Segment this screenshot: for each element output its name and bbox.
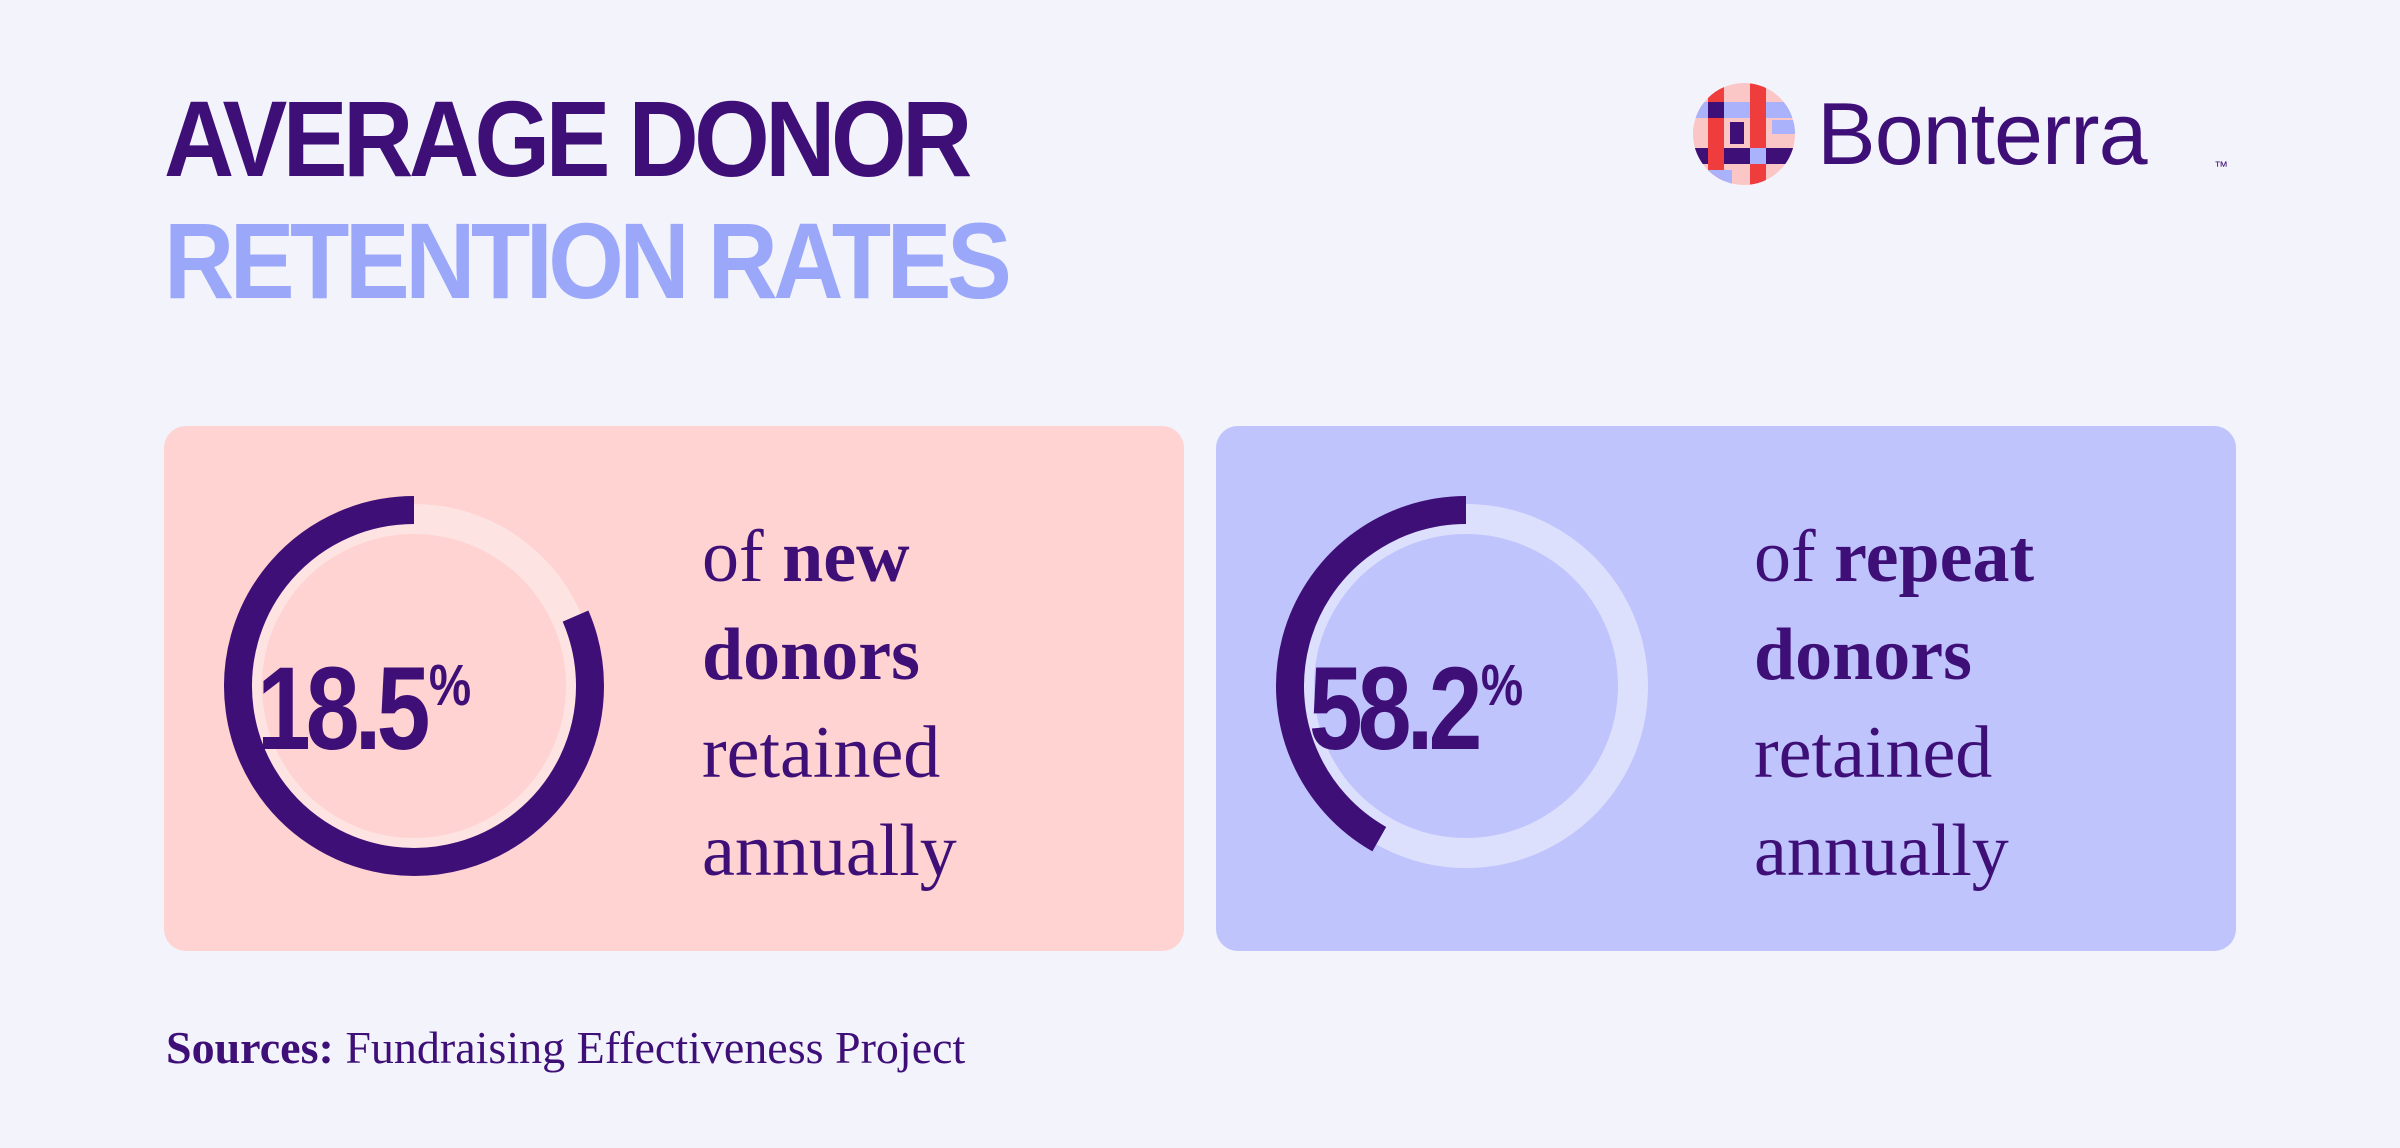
new-donors-card: 18.5% of new donors retained annually [164, 426, 1184, 951]
title-part-2: RETENTION RATES [164, 200, 1012, 321]
description-line-1: of new [702, 508, 1162, 606]
percentage-value: 18.5% [249, 626, 479, 769]
description-bold: repeat [1834, 516, 2035, 598]
description-bold: new [782, 516, 910, 598]
stat-description: of repeat donors retained annually [1754, 508, 2214, 900]
description-line-3: retained [1754, 712, 1993, 794]
bonterra-logo: Bonterra ™ [1692, 82, 2252, 186]
description-prefix: of [702, 516, 764, 598]
stat-description: of new donors retained annually [702, 508, 1162, 900]
percent-sign: % [1480, 653, 1524, 718]
percentage-number: 18.5 [256, 643, 431, 775]
source-note: Sources: Fundraising Effectiveness Proje… [166, 1020, 965, 1076]
brand-name: Bonterra [1817, 84, 2148, 183]
percentage-value: 58.2% [1301, 626, 1531, 769]
description-bold-2: donors [702, 614, 920, 696]
page-title: AVERAGE DONOR RETENTION RATES [164, 78, 1406, 322]
description-line-1: of repeat [1754, 508, 2214, 606]
description-bold-2: donors [1754, 614, 1972, 696]
description-line-4: annually [702, 810, 957, 892]
description-line-3: retained [702, 712, 941, 794]
repeat-donors-card: 58.2% of repeat donors retained annually [1216, 426, 2236, 951]
title-part-1: AVERAGE DONOR [164, 78, 972, 199]
description-prefix: of [1754, 516, 1816, 598]
source-text: Fundraising Effectiveness Project [333, 1022, 966, 1073]
donut-value-slice [224, 496, 604, 876]
donut-chart [224, 496, 604, 876]
description-line-2: donors [702, 606, 1162, 704]
donut-chart [1276, 496, 1648, 868]
donut-value-slice [1276, 496, 1467, 852]
description-line-2: donors [1754, 606, 2214, 704]
percent-sign: % [428, 653, 472, 718]
source-label: Sources: [166, 1022, 334, 1073]
bonterra-logo-mark-icon [1693, 83, 1795, 185]
percentage-number: 58.2 [1308, 643, 1483, 775]
description-line-4: annually [1754, 810, 2009, 892]
trademark-symbol: ™ [2214, 158, 2228, 174]
